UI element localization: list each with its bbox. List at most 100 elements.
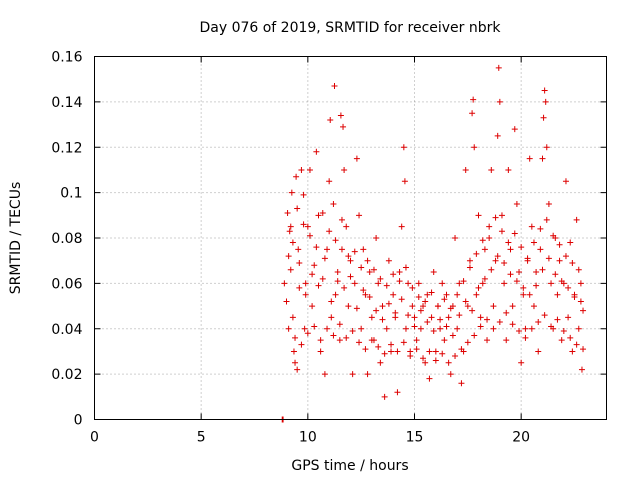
data-point	[573, 341, 580, 348]
data-point	[494, 132, 501, 139]
data-point	[315, 212, 322, 219]
data-point	[375, 343, 382, 350]
y-axis-label: SRMTID / TECUs	[8, 182, 24, 295]
data-point	[560, 328, 567, 335]
data-point	[401, 178, 408, 185]
y-tick-label: 0.08	[51, 231, 82, 247]
data-point	[492, 257, 499, 264]
data-point	[562, 253, 569, 260]
data-point	[426, 375, 433, 382]
data-point	[507, 271, 514, 278]
data-point	[366, 293, 373, 300]
data-point	[407, 352, 414, 359]
data-point	[556, 241, 563, 248]
data-point	[413, 346, 420, 353]
data-point	[293, 173, 300, 180]
data-point	[415, 280, 422, 287]
data-point	[495, 64, 502, 71]
data-point	[394, 389, 401, 396]
data-point	[535, 348, 542, 355]
data-point	[326, 178, 333, 185]
data-point	[445, 314, 452, 321]
data-point	[411, 314, 418, 321]
data-point	[545, 255, 552, 262]
data-point	[569, 348, 576, 355]
data-point	[437, 325, 444, 332]
data-point	[356, 212, 363, 219]
axis-ticks	[94, 56, 607, 420]
data-point	[385, 257, 392, 264]
data-point	[492, 214, 499, 221]
data-point	[498, 228, 505, 235]
data-point	[405, 312, 412, 319]
data-point	[358, 264, 365, 271]
data-point	[385, 300, 392, 307]
data-point	[430, 328, 437, 335]
data-point	[509, 321, 516, 328]
data-point	[469, 110, 476, 117]
data-point	[349, 328, 356, 335]
data-point	[545, 200, 552, 207]
data-point	[496, 98, 503, 105]
data-point	[398, 296, 405, 303]
data-point	[462, 298, 469, 305]
data-point	[317, 348, 324, 355]
data-point	[456, 312, 463, 319]
data-point	[420, 355, 427, 362]
data-point	[498, 212, 505, 219]
data-point	[490, 303, 497, 310]
data-point	[353, 305, 360, 312]
data-point	[294, 205, 301, 212]
data-point	[383, 282, 390, 289]
y-tick-label: 0.14	[51, 95, 82, 111]
data-point	[328, 314, 335, 321]
data-point	[340, 123, 347, 130]
y-tick-label: 0.12	[51, 140, 82, 156]
data-point	[432, 357, 439, 364]
data-point	[526, 155, 533, 162]
data-point	[505, 166, 512, 173]
x-axis-label: GPS time / hours	[291, 458, 408, 474]
data-point	[571, 293, 578, 300]
data-point	[522, 334, 529, 341]
data-point	[311, 323, 318, 330]
data-point	[520, 284, 527, 291]
data-point	[541, 87, 548, 94]
data-point	[520, 291, 527, 298]
data-point	[302, 280, 309, 287]
x-tick-label: 20	[512, 430, 530, 446]
data-point	[477, 314, 484, 321]
data-point	[460, 278, 467, 285]
data-point	[577, 280, 584, 287]
data-point	[430, 269, 437, 276]
data-point	[283, 298, 290, 305]
data-point	[351, 280, 358, 287]
data-point	[578, 366, 585, 373]
data-point	[420, 303, 427, 310]
data-point	[471, 144, 478, 151]
y-tick-label: 0.04	[51, 322, 82, 338]
data-point	[345, 303, 352, 310]
data-point	[422, 298, 429, 305]
data-point	[328, 298, 335, 305]
data-point	[287, 266, 294, 273]
data-point	[326, 228, 333, 235]
data-point	[569, 259, 576, 266]
y-tick-label: 0.1	[60, 186, 82, 202]
data-point	[388, 348, 395, 355]
data-point	[285, 253, 292, 260]
data-point	[481, 246, 488, 253]
data-point	[379, 316, 386, 323]
data-point	[301, 325, 308, 332]
data-point	[313, 244, 320, 251]
data-point	[286, 228, 293, 235]
data-point	[338, 246, 345, 253]
data-point	[556, 257, 563, 264]
data-point	[565, 314, 572, 321]
data-point	[524, 255, 531, 262]
data-point	[428, 314, 435, 321]
data-point	[562, 178, 569, 185]
data-point	[368, 337, 375, 344]
data-point	[345, 253, 352, 260]
